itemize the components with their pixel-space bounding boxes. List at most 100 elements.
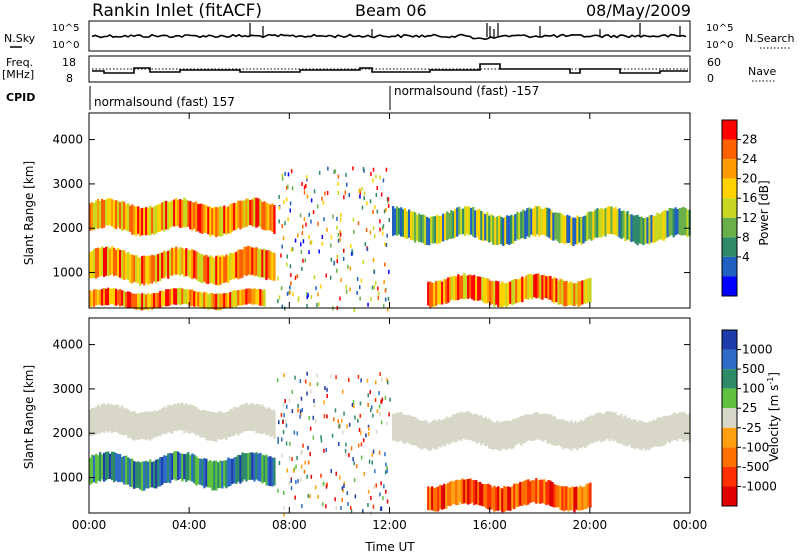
- power-echo-cell: [437, 280, 440, 305]
- power-echo-cell: [119, 202, 122, 229]
- power-echo-cell: [221, 293, 224, 309]
- power-echo-cell: [392, 206, 395, 236]
- power-echo-cell: [632, 215, 635, 242]
- velocity-echo-cell: [213, 412, 216, 442]
- power-echo-cell: [163, 250, 166, 279]
- velocity-echo-cell: [540, 413, 543, 441]
- velocity-echo-cell: [245, 453, 248, 482]
- power-echo-cell: [418, 213, 421, 243]
- velocity-scatter-cell: [277, 436, 279, 441]
- velocity-echo-cell: [189, 455, 192, 481]
- power-scatter-cell: [372, 167, 375, 172]
- power-echo-cell: [137, 206, 140, 234]
- velocity-echo-cell: [606, 411, 609, 440]
- velocity-scatter-cell: [281, 453, 283, 458]
- velocity-scatter-cell: [322, 502, 324, 507]
- velocity-echo-cell: [163, 455, 166, 483]
- velocity-echo-cell: [447, 483, 450, 506]
- velocity-scatter-cell: [343, 411, 345, 416]
- velocity-echo-cell: [545, 481, 548, 506]
- power-echo-cell: [123, 291, 126, 307]
- velocity-echo-cell: [263, 406, 266, 434]
- power-echo-cell: [499, 283, 502, 307]
- velocity-xtick-label: 16:00: [472, 518, 507, 532]
- power-scatter-cell: [306, 292, 308, 296]
- power-scatter-cell: [287, 217, 289, 222]
- velocity-echo-cell: [135, 462, 138, 488]
- velocity-echo-cell: [149, 459, 152, 488]
- power-scatter-cell: [366, 201, 368, 206]
- velocity-echo-cell: [640, 420, 643, 451]
- velocity-scatter-cell: [324, 386, 326, 391]
- power-echo-cell: [678, 208, 681, 235]
- velocity-echo-cell: [245, 402, 248, 432]
- power-scatter-cell: [356, 277, 359, 281]
- velocity-scatter-cell: [384, 452, 386, 457]
- velocity-echo-cell: [555, 485, 558, 508]
- power-echo-cell: [157, 254, 160, 282]
- power-echo-cell: [137, 293, 140, 310]
- power-echo-cell: [670, 208, 673, 235]
- power-scatter-cell: [317, 221, 319, 226]
- power-echo-cell: [245, 198, 248, 227]
- velocity-colorbar-segment: [722, 369, 737, 389]
- power-colorbar-segment: [722, 198, 737, 218]
- power-scatter-cell: [330, 243, 332, 248]
- velocity-echo-cell: [89, 409, 92, 436]
- velocity-scatter-cell: [285, 441, 288, 446]
- power-echo-cell: [105, 288, 108, 305]
- power-echo-cell: [249, 200, 252, 225]
- power-echo-cell: [676, 209, 679, 235]
- power-echo-cell: [568, 215, 571, 243]
- velocity-echo-cell: [439, 484, 442, 509]
- velocity-echo-cell: [434, 419, 437, 450]
- power-echo-cell: [183, 249, 186, 277]
- velocity-echo-cell: [404, 414, 407, 444]
- power-echo-cell: [241, 200, 244, 228]
- power-echo-cell: [513, 279, 516, 305]
- velocity-scatter-cell: [360, 430, 362, 435]
- power-echo-cell: [468, 206, 471, 236]
- velocity-echo-cell: [525, 479, 528, 506]
- power-echo-cell: [510, 214, 513, 244]
- power-echo-cell: [400, 207, 403, 237]
- power-scatter-cell: [287, 172, 290, 177]
- velocity-scatter-cell: [357, 418, 359, 423]
- velocity-echo-cell: [452, 414, 455, 442]
- power-scatter-cell: [280, 286, 283, 291]
- power-echo-cell: [133, 255, 136, 282]
- velocity-echo-cell: [460, 411, 463, 441]
- velocity-colorbar-segment: [722, 486, 737, 506]
- velocity-scatter-cell: [330, 469, 332, 474]
- power-scatter-cell: [342, 256, 345, 261]
- velocity-echo-cell: [588, 416, 591, 445]
- power-scatter-cell: [359, 194, 361, 199]
- power-scatter-cell: [359, 285, 361, 290]
- velocity-echo-cell: [205, 410, 208, 440]
- velocity-echo-cell: [111, 451, 114, 481]
- velocity-scatter-cell: [389, 397, 391, 402]
- velocity-echo-cell: [203, 409, 206, 438]
- power-echo-cell: [263, 248, 266, 278]
- velocity-xtick-label: 00:00: [72, 518, 107, 532]
- power-scatter-cell: [379, 175, 381, 180]
- power-echo-cell: [502, 217, 505, 246]
- velocity-echo-cell: [255, 452, 258, 480]
- power-echo-cell: [179, 287, 182, 306]
- power-echo-cell: [99, 289, 102, 305]
- power-echo-cell: [507, 282, 510, 306]
- power-echo-cell: [534, 206, 537, 237]
- velocity-echo-cell: [527, 479, 530, 505]
- power-scatter-cell: [350, 251, 353, 256]
- power-echo-cell: [527, 274, 530, 300]
- power-echo-cell: [241, 289, 244, 306]
- power-scatter-cell: [301, 182, 303, 186]
- power-echo-cell: [467, 275, 470, 299]
- velocity-echo-cell: [676, 413, 679, 442]
- velocity-echo-cell: [241, 452, 244, 482]
- velocity-scatter-cell: [300, 451, 302, 455]
- power-scatter-cell: [309, 240, 312, 245]
- velocity-echo-cell: [526, 414, 529, 442]
- power-echo-cell: [666, 210, 669, 238]
- power-echo-cell: [235, 251, 238, 278]
